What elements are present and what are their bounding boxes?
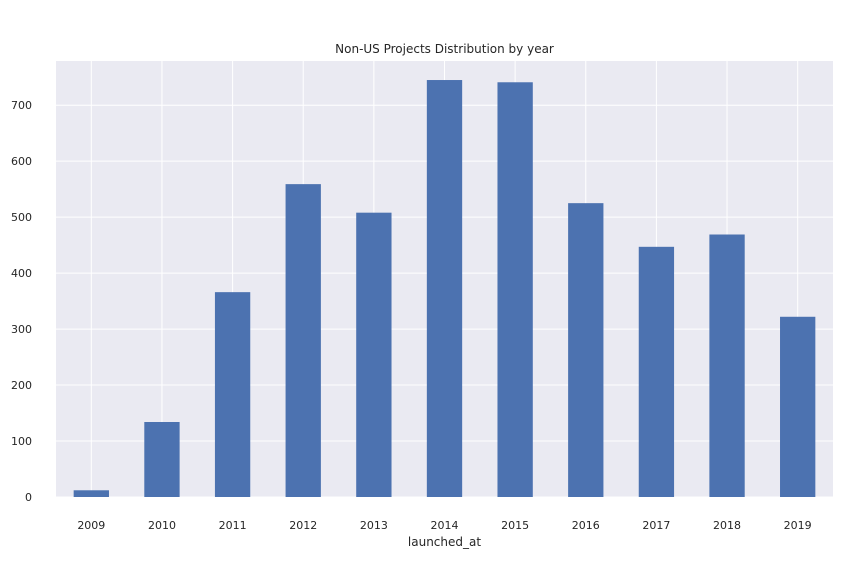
x-tick-label: 2012 (289, 519, 317, 532)
bar-2014 (426, 80, 463, 497)
bar-2009 (73, 490, 109, 497)
x-tick-label: 2018 (713, 519, 741, 532)
x-axis-ticks: 2009 2010 2011 2012 2013 2014 2015 2016 2017 2018… (77, 519, 811, 532)
bar-2013 (356, 212, 392, 497)
y-tick-label: 200 (11, 379, 32, 392)
bar-2011 (214, 292, 251, 497)
x-axis-title: launched_at (408, 535, 481, 549)
y-tick-label: 600 (11, 155, 32, 168)
chart-title: Non-US Projects Distribution by year (335, 42, 554, 56)
bar-2010 (144, 422, 180, 497)
y-tick-label: 300 (11, 323, 32, 336)
y-tick-label: 700 (11, 99, 32, 112)
bar-2018 (709, 234, 745, 497)
y-axis-ticks: 0 100 200 300 400 500 600 700 (11, 99, 32, 504)
y-tick-label: 0 (25, 491, 32, 504)
bar-2016 (568, 203, 604, 497)
x-tick-label: 2014 (431, 519, 459, 532)
x-tick-label: 2016 (572, 519, 600, 532)
bar-2012 (285, 184, 321, 498)
bar-2017 (638, 246, 675, 497)
x-tick-label: 2019 (784, 519, 812, 532)
y-tick-label: 500 (11, 211, 32, 224)
x-tick-label: 2010 (148, 519, 176, 532)
x-tick-label: 2011 (219, 519, 247, 532)
bar-2019 (780, 316, 816, 497)
x-tick-label: 2015 (501, 519, 529, 532)
x-tick-label: 2013 (360, 519, 388, 532)
y-tick-label: 400 (11, 267, 32, 280)
bar-2015 (497, 82, 533, 497)
y-tick-label: 100 (11, 435, 32, 448)
x-tick-label: 2017 (642, 519, 670, 532)
x-tick-label: 2009 (77, 519, 105, 532)
bars-layer (73, 80, 816, 498)
